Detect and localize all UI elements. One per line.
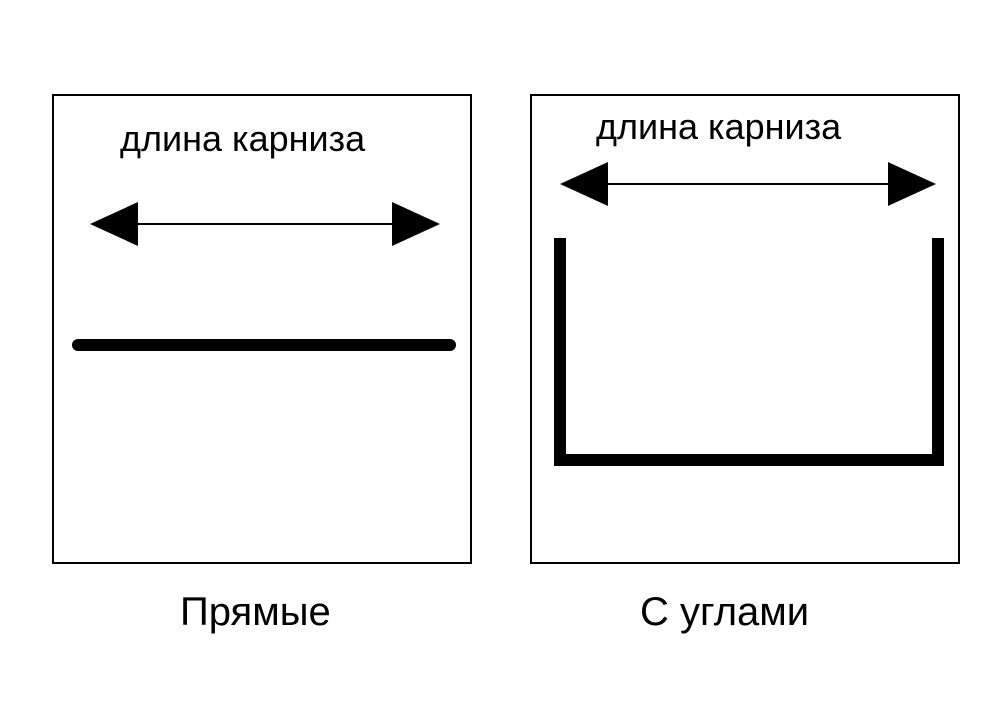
diagram-canvas: длина карниза Прямые длина карниза С угл… xyxy=(0,0,1000,718)
caption-corners: С углами xyxy=(640,590,809,635)
arrowhead-right-icon xyxy=(888,162,936,206)
cornice-u-shape xyxy=(560,238,938,460)
panel-corners-svg xyxy=(0,0,1000,718)
arrowhead-left-icon xyxy=(560,162,608,206)
